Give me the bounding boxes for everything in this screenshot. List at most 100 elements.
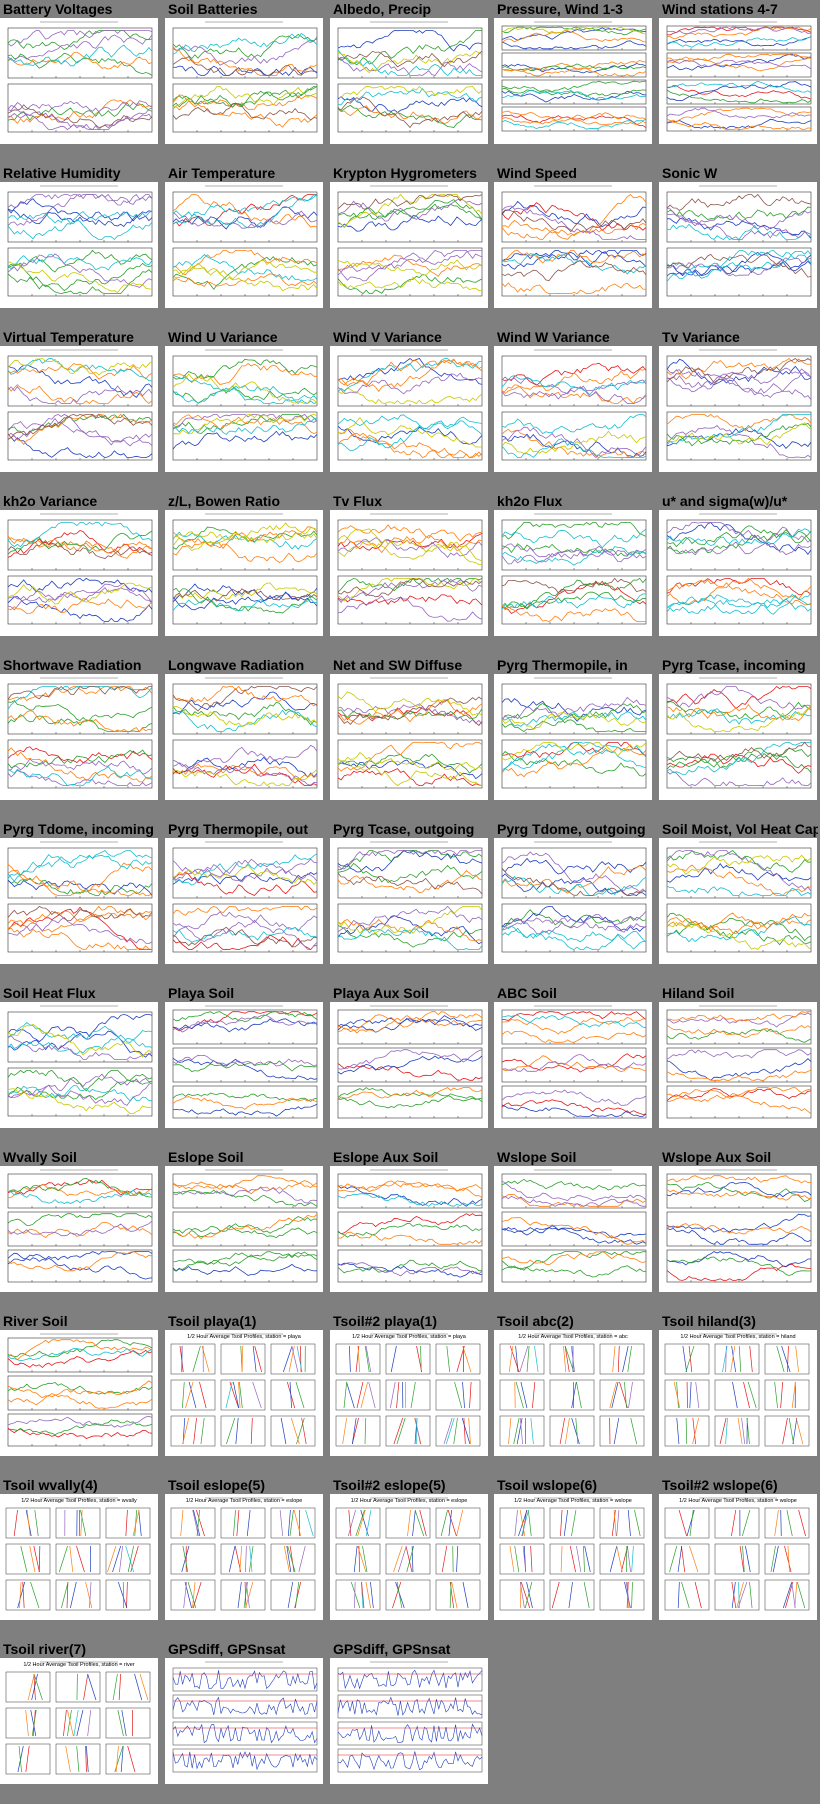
plot-thumbnail-link[interactable] bbox=[165, 346, 323, 472]
plot-thumbnail-link[interactable] bbox=[0, 346, 158, 472]
plot-thumbnail-link[interactable] bbox=[659, 18, 817, 144]
plot-thumbnail-link[interactable]: 1/2 Hour Average Tsoil Profiles, station… bbox=[494, 1494, 652, 1620]
plot-thumbnail-link[interactable]: 1/2 Hour Average Tsoil Profiles, station… bbox=[330, 1330, 488, 1456]
plot-thumbnail-link[interactable] bbox=[659, 346, 817, 472]
series-line bbox=[172, 264, 318, 292]
profile-panel bbox=[335, 1415, 381, 1447]
plot-cell: Wind stations 4-7 bbox=[659, 0, 817, 148]
plot-thumbnail-link[interactable] bbox=[659, 838, 817, 964]
plot-thumbnail-link[interactable] bbox=[165, 510, 323, 636]
series-line bbox=[501, 80, 647, 93]
series-line bbox=[501, 698, 647, 722]
plot-title: Battery Voltages bbox=[3, 1, 113, 17]
series-line bbox=[337, 760, 483, 787]
plot-title: Sonic W bbox=[662, 165, 718, 181]
plot-thumbnail-link[interactable] bbox=[0, 1166, 158, 1292]
series-line bbox=[7, 1220, 153, 1237]
plot-cell: Wslope Soil bbox=[494, 1148, 652, 1296]
plot-thumbnail-link[interactable] bbox=[330, 1002, 488, 1128]
plot-thumbnail-link[interactable] bbox=[494, 18, 652, 144]
plot-thumbnail-link[interactable] bbox=[494, 1166, 652, 1292]
plot-thumbnail-link[interactable] bbox=[0, 182, 158, 308]
profile-panel bbox=[385, 1343, 431, 1375]
plot-thumbnail-link[interactable]: 1/2 Hour Average Tsoil Profiles, station… bbox=[165, 1330, 323, 1456]
plot-panel-bottom bbox=[501, 903, 647, 953]
plot-thumbnail-link[interactable] bbox=[330, 510, 488, 636]
plot-thumbnail-link[interactable] bbox=[494, 674, 652, 800]
series-line bbox=[666, 26, 812, 39]
plot-thumbnail-link[interactable]: 1/2 Hour Average Tsoil Profiles, station… bbox=[165, 1494, 323, 1620]
series-line bbox=[172, 522, 318, 541]
series-line bbox=[666, 193, 812, 211]
plot-thumbnail-link[interactable] bbox=[330, 182, 488, 308]
plot-thumbnail-link[interactable]: 1/2 Hour Average Tsoil Profiles, station… bbox=[0, 1658, 158, 1784]
series-line bbox=[501, 205, 646, 240]
plot-image: 1/2 Hour Average Tsoil Profiles, station… bbox=[330, 1494, 488, 1620]
plot-thumbnail-link[interactable] bbox=[0, 510, 158, 636]
plot-thumbnail-link[interactable] bbox=[165, 18, 323, 144]
series-line bbox=[172, 1060, 318, 1072]
plot-panel-top bbox=[337, 1173, 483, 1209]
plot-thumbnail-link[interactable]: 1/2 Hour Average Tsoil Profiles, station… bbox=[330, 1494, 488, 1620]
plot-thumbnail-link[interactable] bbox=[330, 18, 488, 144]
plot-thumbnail-link[interactable] bbox=[494, 346, 652, 472]
series-line bbox=[7, 1088, 153, 1114]
series-line bbox=[501, 1016, 647, 1035]
plot-thumbnail-link[interactable] bbox=[330, 1166, 488, 1292]
plot-thumbnail-link[interactable] bbox=[659, 182, 817, 308]
plot-title: Playa Soil bbox=[168, 985, 235, 1001]
plot-thumbnail-link[interactable] bbox=[165, 1658, 323, 1784]
plot-thumbnail-link[interactable] bbox=[659, 1002, 817, 1128]
plot-panel-top bbox=[172, 27, 318, 79]
plot-cell: Shortwave Radiation bbox=[0, 656, 158, 804]
plot-thumbnail-link[interactable] bbox=[0, 1330, 158, 1456]
plot-cell: GPSdiff, GPSnsat bbox=[330, 1640, 488, 1788]
plot-thumbnail-link[interactable] bbox=[0, 1002, 158, 1128]
plot-thumbnail-link[interactable] bbox=[330, 674, 488, 800]
series-line bbox=[337, 691, 483, 716]
series-line bbox=[501, 1217, 647, 1245]
series-line bbox=[501, 379, 647, 400]
plot-panel-top bbox=[7, 27, 153, 79]
plot-thumbnail-link[interactable] bbox=[659, 510, 817, 636]
series-line bbox=[7, 104, 153, 128]
plot-thumbnail-link[interactable] bbox=[330, 346, 488, 472]
series-line bbox=[666, 863, 812, 883]
plot-thumbnail-link[interactable] bbox=[0, 674, 158, 800]
plot-thumbnail-link[interactable] bbox=[494, 182, 652, 308]
plot-thumbnail-link[interactable]: 1/2 Hour Average Tsoil Profiles, station… bbox=[659, 1494, 817, 1620]
plot-thumbnail-link[interactable]: 1/2 Hour Average Tsoil Profiles, station… bbox=[659, 1330, 817, 1456]
series-line bbox=[172, 1103, 318, 1117]
series-line bbox=[7, 358, 153, 376]
plot-title: Pyrg Tdome, incoming bbox=[3, 821, 154, 837]
profile-panel bbox=[499, 1543, 545, 1575]
profile-panel bbox=[499, 1579, 545, 1611]
plot-thumbnail-link[interactable] bbox=[165, 182, 323, 308]
series-line bbox=[7, 1179, 153, 1196]
series-line bbox=[501, 1054, 647, 1072]
plot-thumbnail-link[interactable] bbox=[165, 838, 323, 964]
plot-thumbnail-link[interactable] bbox=[659, 674, 817, 800]
plot-thumbnail-link[interactable] bbox=[494, 838, 652, 964]
plot-thumbnail-link[interactable]: 1/2 Hour Average Tsoil Profiles, station… bbox=[494, 1330, 652, 1456]
series-line bbox=[172, 858, 318, 882]
plot-thumbnail-link[interactable] bbox=[0, 838, 158, 964]
plot-thumbnail-link[interactable] bbox=[0, 18, 158, 144]
plot-thumbnail-link[interactable] bbox=[659, 1166, 817, 1292]
plot-thumbnail-link[interactable] bbox=[494, 510, 652, 636]
plot-thumbnail-link[interactable] bbox=[165, 1002, 323, 1128]
plot-thumbnail-link[interactable] bbox=[330, 838, 488, 964]
series-line bbox=[501, 1195, 647, 1207]
plot-title: Hiland Soil bbox=[662, 985, 735, 1001]
series-line bbox=[7, 1427, 153, 1439]
series-line bbox=[337, 577, 483, 598]
plot-thumbnail-link[interactable] bbox=[494, 1002, 652, 1128]
plot-thumbnail-link[interactable] bbox=[330, 1658, 488, 1784]
plot-thumbnail-link[interactable] bbox=[165, 1166, 323, 1292]
plot-cell: Krypton Hygrometers bbox=[330, 164, 488, 312]
series-line bbox=[337, 1015, 483, 1033]
plot-thumbnail-link[interactable]: 1/2 Hour Average Tsoil Profiles, station… bbox=[0, 1494, 158, 1620]
plot-thumbnail-link[interactable] bbox=[165, 674, 323, 800]
profile-panel bbox=[55, 1507, 101, 1539]
series-line bbox=[337, 1262, 483, 1277]
